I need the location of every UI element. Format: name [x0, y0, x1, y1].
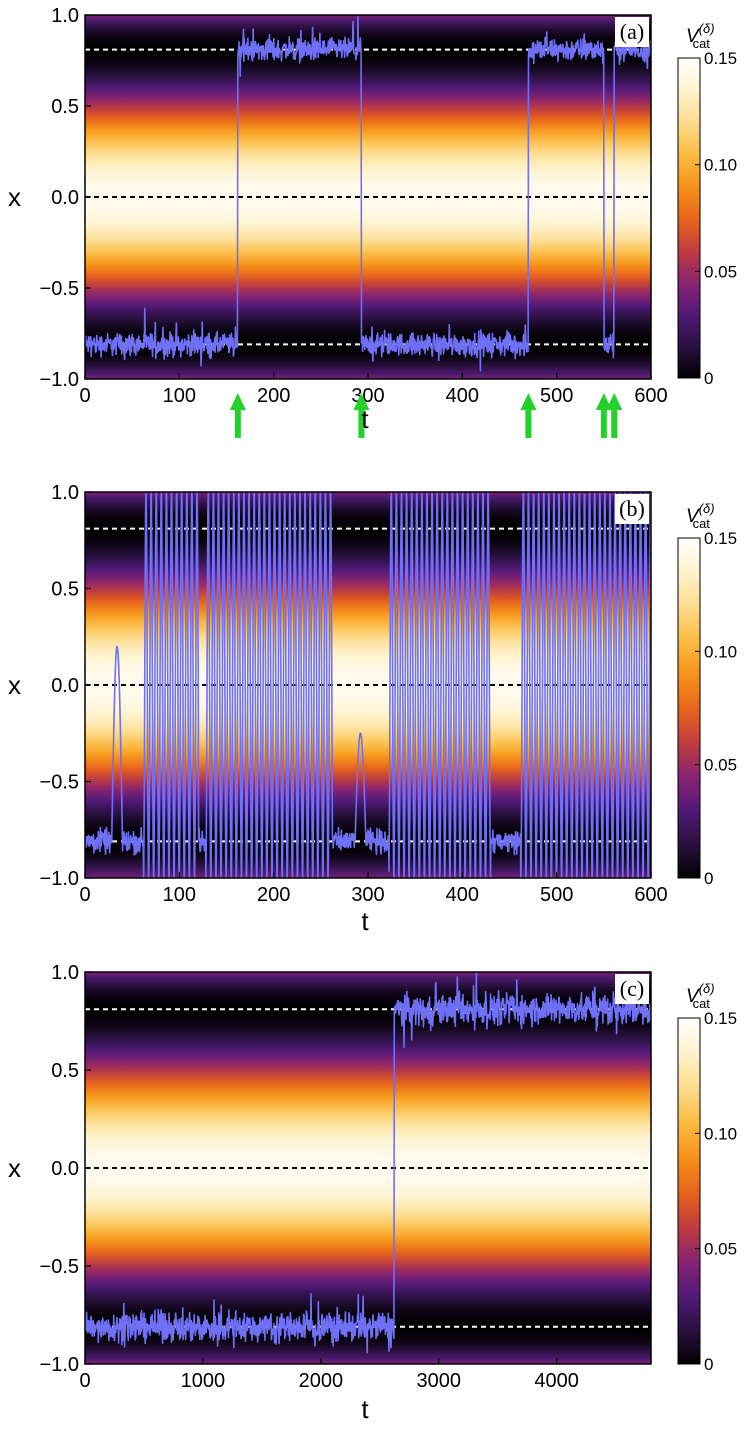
x-tick-label: 500 — [540, 385, 573, 407]
x-tick-label: 0 — [79, 1370, 90, 1392]
x-axis-label: t — [361, 1394, 369, 1424]
x-tick-label: 400 — [446, 385, 479, 407]
panel-label: (a) — [620, 19, 644, 44]
y-tick-label: 0.5 — [51, 1060, 79, 1082]
y-tick-label: −1.0 — [40, 868, 79, 890]
colorbar-tick-label: 0.10 — [704, 1124, 737, 1143]
colorbar-tick-label: 0.10 — [704, 156, 737, 175]
x-tick-label: 500 — [540, 884, 573, 906]
trajectory-line — [85, 492, 651, 878]
colorbar-tick-label: 0.05 — [704, 756, 737, 775]
x-tick-label: 600 — [634, 884, 667, 906]
y-tick-label: 1.0 — [51, 5, 79, 27]
transition-arrow — [606, 393, 623, 438]
y-tick-label: 0.5 — [51, 579, 79, 601]
colorbar-ramp — [677, 1017, 701, 1365]
trajectory — [85, 492, 651, 878]
colorbar: 0 0.05 0.10 0.15 V(δ) cat — [677, 981, 737, 1374]
panel-label: (c) — [620, 976, 644, 1001]
transition-arrows — [229, 393, 623, 438]
y-tick-label: 0.0 — [51, 675, 79, 697]
transition-arrow — [353, 393, 370, 438]
y-tick-label: −0.5 — [40, 772, 79, 794]
colorbar-tick-label: 0.15 — [704, 529, 737, 548]
y-axis-ticks: −1.0 −0.5 0.0 0.5 1.0 — [40, 482, 91, 890]
colorbar: 0 0.05 0.10 0.15 V(δ) cat — [677, 21, 737, 388]
x-axis-label: t — [361, 906, 369, 936]
colorbar: 0 0.05 0.10 0.15 V(δ) cat — [677, 501, 737, 888]
x-tick-label: 200 — [257, 884, 290, 906]
y-tick-label: 0.5 — [51, 96, 79, 118]
x-tick-label: 300 — [351, 884, 384, 906]
colorbar-tick-label: 0 — [704, 1355, 713, 1374]
x-axis-ticks: 0 100 200 300 400 500 600 — [79, 872, 668, 906]
colorbar-ramp — [677, 537, 701, 879]
colorbar-tick-label: 0 — [704, 369, 713, 388]
transition-arrow — [229, 393, 246, 438]
colorbar-tick-label: 0.05 — [704, 262, 737, 281]
x-tick-label: 1000 — [181, 1370, 226, 1392]
x-tick-label: 0 — [79, 385, 90, 407]
x-tick-label: 0 — [79, 884, 90, 906]
y-axis-label: x — [8, 1153, 21, 1183]
y-tick-label: 1.0 — [51, 962, 79, 984]
colorbar-title: V(δ) cat — [686, 981, 715, 1011]
colorbar-ticks: 0 0.05 0.10 0.15 — [695, 529, 737, 888]
trajectory — [85, 972, 651, 1354]
x-axis-ticks: 0 1000 2000 3000 4000 — [79, 1358, 579, 1392]
panel-label: (b) — [619, 496, 645, 521]
colorbar-tick-label: 0 — [704, 869, 713, 888]
y-tick-label: 0.0 — [51, 187, 79, 209]
trajectory-line — [85, 972, 651, 1354]
colorbar-tick-label: 0.05 — [704, 1240, 737, 1259]
y-tick-label: −0.5 — [40, 1256, 79, 1278]
panel-label-box — [615, 974, 649, 1004]
colorbar-title: V(δ) cat — [686, 501, 715, 531]
y-axis-ticks: −1.0 −0.5 0.0 0.5 1.0 — [40, 962, 91, 1376]
colorbar-ramp — [677, 57, 701, 379]
y-tick-label: −1.0 — [40, 369, 79, 391]
y-tick-label: −0.5 — [40, 278, 79, 300]
colorbar-title: V(δ) cat — [686, 21, 715, 51]
transition-arrow — [520, 393, 537, 438]
y-tick-label: −1.0 — [40, 1354, 79, 1376]
transition-arrow — [595, 393, 612, 438]
colorbar-ticks: 0 0.05 0.10 0.15 — [695, 49, 737, 388]
x-axis-ticks: 0 100 200 300 400 500 600 — [79, 373, 668, 407]
y-tick-label: 0.0 — [51, 1158, 79, 1180]
colorbar-tick-label: 0.15 — [704, 49, 737, 68]
trajectory-line — [85, 15, 651, 372]
colorbar-ticks: 0 0.05 0.10 0.15 — [695, 1009, 737, 1374]
x-axis-label: t — [361, 404, 369, 434]
panel-a: 0 100 200 300 400 500 600 −1.0−0.50.00.51.0 t … — [8, 5, 737, 438]
trajectory — [85, 15, 651, 372]
panel-c: 0 1000 2000 3000 4000 −1.0−0.50.00.51.0 t x … — [8, 962, 737, 1424]
panel-b: 0 100 200 300 400 500 600 −1.0−0.50.00.51.0 t … — [8, 482, 737, 936]
x-tick-label: 4000 — [534, 1370, 579, 1392]
x-tick-label: 3000 — [417, 1370, 462, 1392]
panel-label-box — [615, 17, 649, 47]
y-axis-ticks: −1.0 −0.5 0.0 0.5 1.0 — [40, 5, 91, 391]
x-tick-label: 600 — [634, 385, 667, 407]
colorbar-tick-label: 0.10 — [704, 642, 737, 661]
x-tick-label: 100 — [163, 884, 196, 906]
colorbar-tick-label: 0.15 — [704, 1009, 737, 1028]
y-axis-label: x — [8, 182, 21, 212]
x-tick-label: 100 — [163, 385, 196, 407]
x-tick-label: 2000 — [299, 1370, 344, 1392]
x-tick-label: 200 — [257, 385, 290, 407]
y-tick-label: 1.0 — [51, 482, 79, 504]
panel-label-box — [615, 494, 649, 524]
x-tick-label: 400 — [446, 884, 479, 906]
y-axis-label: x — [8, 670, 21, 700]
